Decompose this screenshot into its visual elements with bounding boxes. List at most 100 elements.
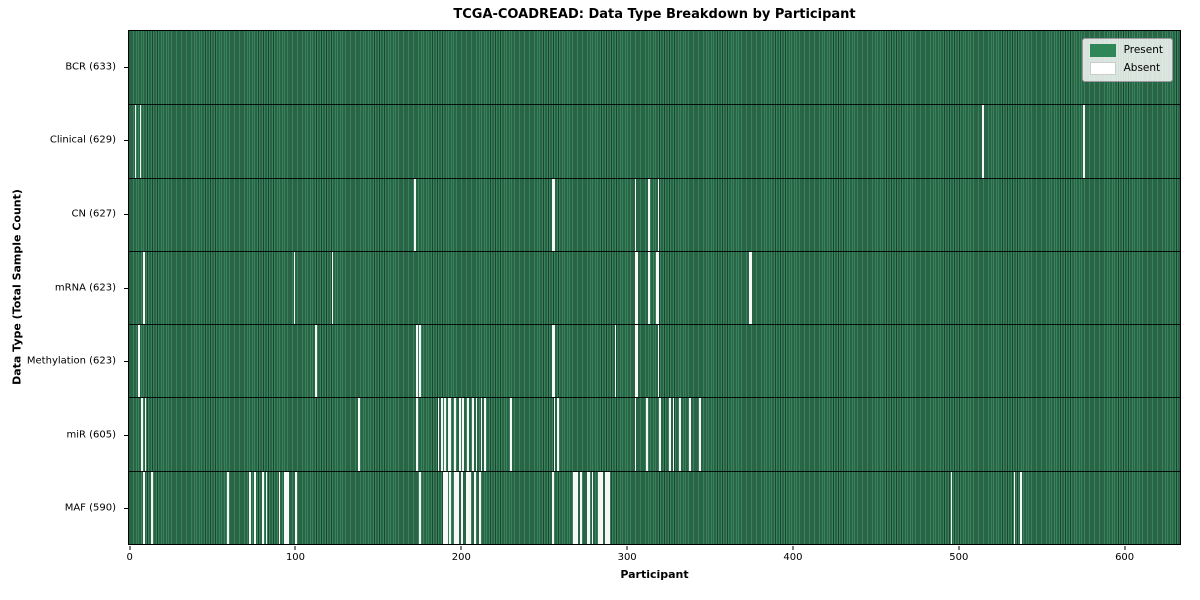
absent-line (606, 471, 609, 544)
absent-line (599, 471, 602, 544)
legend: Present Absent (1081, 38, 1173, 82)
y-axis: BCR (633) Clinical (629) CN (627) mRNA (623… (0, 30, 128, 545)
absent-line (447, 398, 450, 471)
absent-line (459, 398, 461, 471)
absent-line (634, 178, 637, 251)
absent-line (576, 471, 579, 544)
absent-line (469, 471, 471, 544)
absent-line (950, 471, 953, 544)
legend-item-absent: Absent (1089, 62, 1163, 75)
x-tick-mark (792, 546, 794, 550)
absent-line (475, 398, 478, 471)
y-tick-label: mRNA (623) (54, 282, 116, 293)
absent-line (553, 398, 556, 471)
absent-line (416, 325, 418, 398)
x-axis-title: Participant (620, 568, 689, 581)
absent-line (601, 471, 604, 544)
legend-item-present: Present (1089, 44, 1163, 57)
row-bcr (129, 31, 1180, 104)
absent-line (138, 325, 140, 398)
absent-line (248, 471, 251, 544)
absent-line (449, 471, 451, 544)
absent-line (143, 471, 145, 544)
absent-line (467, 471, 470, 544)
x-tick-mark (460, 546, 462, 550)
absent-line (293, 251, 296, 325)
absent-line (634, 325, 637, 398)
absent-line (457, 471, 460, 544)
absent-line (460, 471, 463, 544)
y-tick-mark (124, 140, 128, 142)
absent-line (479, 471, 481, 544)
absent-line (414, 178, 417, 251)
absent-line (551, 325, 554, 398)
row-methylation (129, 324, 1180, 398)
absent-line (586, 471, 589, 544)
absent-line (679, 398, 681, 471)
absent-line (551, 471, 554, 544)
absent-line (331, 251, 334, 325)
absent-line (144, 398, 147, 471)
absent-line (454, 398, 456, 471)
absent-line (657, 325, 660, 398)
row-maf (129, 470, 1180, 544)
absent-line (419, 471, 422, 544)
row-cn (129, 177, 1180, 251)
absent-line (285, 471, 288, 544)
absent-line (598, 471, 600, 544)
absent-swatch-icon (1089, 62, 1116, 75)
absent-line (553, 178, 556, 251)
row-mrna (129, 250, 1180, 325)
absent-line (472, 398, 475, 471)
absent-line (636, 251, 638, 325)
chart-title: TCGA-COADREAD: Data Type Breakdown by Pa… (453, 7, 856, 22)
absent-line (656, 251, 658, 325)
absent-line (588, 471, 590, 544)
absent-line (657, 251, 660, 325)
absent-line (659, 398, 662, 471)
absent-line (1013, 471, 1016, 544)
absent-line (551, 178, 554, 251)
absent-line (134, 105, 137, 178)
absent-line (465, 471, 468, 544)
x-tick-mark (626, 546, 628, 550)
absent-line (608, 471, 610, 544)
absent-line (484, 398, 486, 471)
absent-line (143, 251, 145, 325)
absent-line (646, 398, 648, 471)
absent-line (278, 471, 281, 544)
absent-line (669, 398, 672, 471)
x-tick-mark (958, 546, 960, 550)
absent-line (262, 471, 264, 544)
y-tick-mark (124, 508, 128, 510)
absent-line (445, 471, 448, 544)
absent-line (750, 251, 753, 325)
absent-line (510, 398, 513, 471)
plot-area: Present Absent (128, 30, 1181, 545)
absent-line (454, 471, 456, 544)
absent-line (556, 398, 559, 471)
absent-line (604, 471, 607, 544)
absent-line (634, 251, 637, 325)
row-mir (129, 397, 1180, 471)
x-tick-label: 0 (126, 552, 133, 563)
absent-line (139, 105, 142, 178)
absent-line (444, 398, 446, 471)
y-tick-label: Methylation (623) (26, 355, 116, 367)
absent-line (416, 398, 418, 471)
absent-line (647, 178, 650, 251)
absent-line (265, 471, 268, 544)
absent-line (634, 398, 637, 471)
y-tick-label: Clinical (629) (49, 134, 116, 146)
absent-line (553, 325, 556, 398)
y-tick-label: CN (627) (71, 208, 116, 220)
x-tick-label: 500 (949, 552, 969, 563)
y-tick-label: MAF (590) (64, 502, 116, 514)
absent-line (748, 251, 751, 325)
absent-line (474, 471, 476, 544)
row-clinical (129, 104, 1180, 178)
x-tick-label: 600 (1115, 552, 1135, 563)
x-tick-label: 100 (285, 552, 306, 563)
absent-line (227, 471, 230, 544)
